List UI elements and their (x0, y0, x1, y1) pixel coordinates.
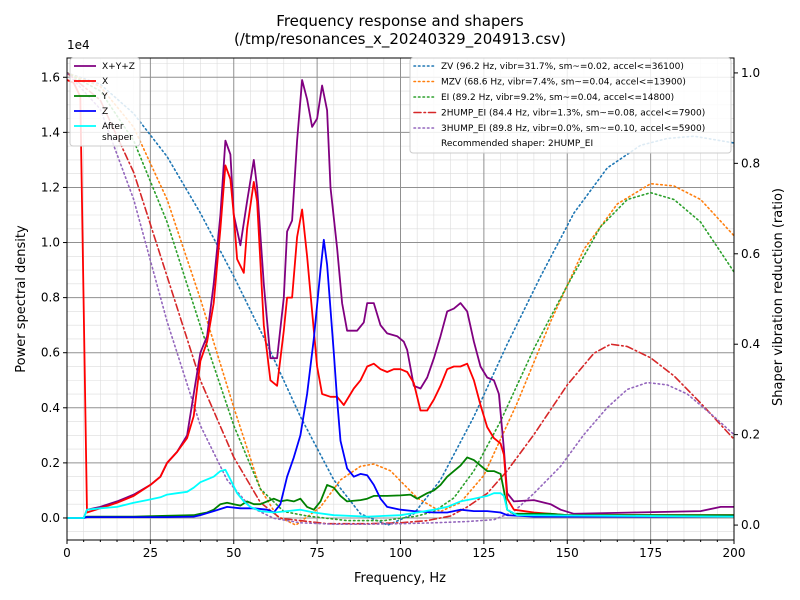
x-tick-label: 25 (143, 546, 158, 560)
legend-label: ZV (96.2 Hz, vibr=31.7%, sm~=0.02, accel… (441, 62, 684, 72)
x-tick-label: 175 (639, 546, 662, 560)
y2-tick-label: 1.0 (741, 66, 760, 80)
shaper-line-3 (67, 72, 734, 525)
y-tick-label: 0.0 (41, 511, 60, 525)
chart-subtitle: (/tmp/resonances_x_20240329_204913.csv) (234, 30, 566, 49)
y-scale-multiplier: 1e4 (67, 38, 90, 52)
psd-line-4 (67, 468, 734, 519)
y-axis-left: 0.0 0.2 0.4 0.6 0.8 1.0 1.2 1.4 1.6 (41, 70, 67, 525)
legend-label: 3HUMP_EI (89.8 Hz, vibr=0.0%, sm~=0.10, … (441, 124, 705, 134)
y-tick-label: 1.6 (41, 70, 60, 84)
legend-label: X (102, 77, 108, 87)
legend-label: EI (89.2 Hz, vibr=9.2%, sm~=0.04, accel<… (441, 93, 674, 103)
psd-line-0 (67, 79, 734, 519)
legend-box (69, 57, 141, 147)
y2-tick-label: 0.0 (741, 518, 760, 532)
x-tick-label: 200 (723, 546, 746, 560)
chart-title: Frequency response and shapers (276, 12, 524, 30)
x-axis-label: Frequency, Hz (354, 571, 446, 586)
legend-box (409, 57, 732, 154)
y2-tick-label: 0.6 (741, 247, 760, 261)
x-tick-label: 125 (472, 546, 495, 560)
legend-label: MZV (68.6 Hz, vibr=7.4%, sm~=0.04, accel… (441, 78, 686, 88)
y-tick-label: 1.2 (41, 180, 60, 194)
psd-line-2 (67, 456, 734, 519)
legend-label: Y (101, 92, 108, 102)
y-tick-label: 0.2 (41, 456, 60, 470)
x-tick-label: 100 (389, 546, 412, 560)
legend-label: After shaper (102, 122, 133, 143)
x-axis: 0 25 50 75 100 125 150 175 200 (63, 540, 745, 560)
psd-curves (67, 79, 734, 519)
y-axis-right: 0.0 0.2 0.4 0.6 0.8 1.0 (734, 66, 760, 532)
x-tick-label: 0 (63, 546, 71, 560)
y-tick-label: 0.4 (41, 401, 60, 415)
psd-legend: X+Y+Z XYZ After shaper (69, 57, 141, 147)
x-tick-label: 75 (309, 546, 324, 560)
shaper-line-1 (67, 72, 734, 527)
shaper-line-2 (67, 72, 734, 522)
y-tick-label: 0.6 (41, 346, 60, 360)
psd-line-1 (67, 79, 734, 517)
y-axis-label: Power spectral density (14, 225, 29, 373)
y2-tick-label: 0.8 (741, 156, 760, 170)
recommended-shaper-text: Recommended shaper: 2HUMP_EI (441, 139, 593, 149)
y-tick-label: 0.8 (41, 291, 60, 305)
x-tick-label: 150 (556, 546, 579, 560)
legend-label: Z (102, 107, 108, 117)
shaper-line-4 (67, 72, 734, 525)
x-tick-label: 50 (226, 546, 241, 560)
legend-label: 2HUMP_EI (84.4 Hz, vibr=1.3%, sm~=0.08, … (441, 109, 705, 119)
y-tick-label: 1.4 (41, 125, 60, 139)
y2-axis-label: Shaper vibration reduction (ratio) (771, 188, 786, 406)
legend-label: X+Y+Z (102, 62, 135, 72)
y-tick-label: 1.0 (41, 236, 60, 250)
shaper-legend: ZV (96.2 Hz, vibr=31.7%, sm~=0.02, accel… (409, 57, 732, 154)
y2-tick-label: 0.2 (741, 428, 760, 442)
y2-tick-label: 0.4 (741, 337, 760, 351)
psd-line-3 (67, 238, 734, 519)
